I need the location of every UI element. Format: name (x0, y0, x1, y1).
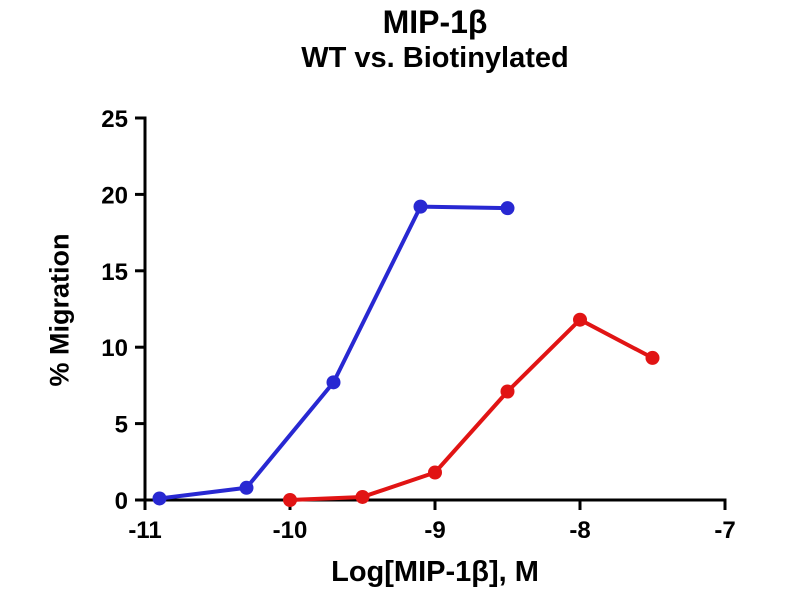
data-point-Biotinylated (428, 465, 442, 480)
data-point-WT (152, 491, 167, 506)
y-tick-label: 25 (101, 106, 128, 133)
x-axis-label: Log[MIP-1β], M (331, 556, 539, 588)
series-line-WT (157, 204, 510, 501)
x-tick-label: -10 (273, 517, 308, 544)
chart-title: MIP-1β (382, 4, 488, 40)
y-tick-label: 15 (101, 259, 128, 286)
data-point-WT (326, 375, 341, 390)
x-tick-label: -7 (714, 517, 735, 544)
data-point-Biotinylated (573, 312, 587, 327)
x-tick-label: -8 (569, 517, 590, 544)
chart-subtitle: WT vs. Biotinylated (301, 42, 569, 74)
data-point-Biotinylated (283, 493, 297, 507)
series-line-Biotinylated (288, 317, 655, 502)
data-point-WT (413, 199, 428, 214)
y-tick-label: 0 (115, 488, 128, 515)
y-tick-label: 5 (115, 412, 128, 439)
data-point-WT (500, 201, 515, 216)
y-tick-label: 10 (101, 335, 128, 362)
x-tick-label: -11 (128, 517, 161, 544)
data-point-Biotinylated (645, 350, 660, 365)
data-point-Biotinylated (355, 489, 370, 504)
y-tick-label: 20 (101, 182, 128, 209)
data-point-Biotinylated (500, 384, 515, 399)
data-point-WT (239, 480, 254, 495)
x-tick-label: -9 (424, 517, 445, 544)
